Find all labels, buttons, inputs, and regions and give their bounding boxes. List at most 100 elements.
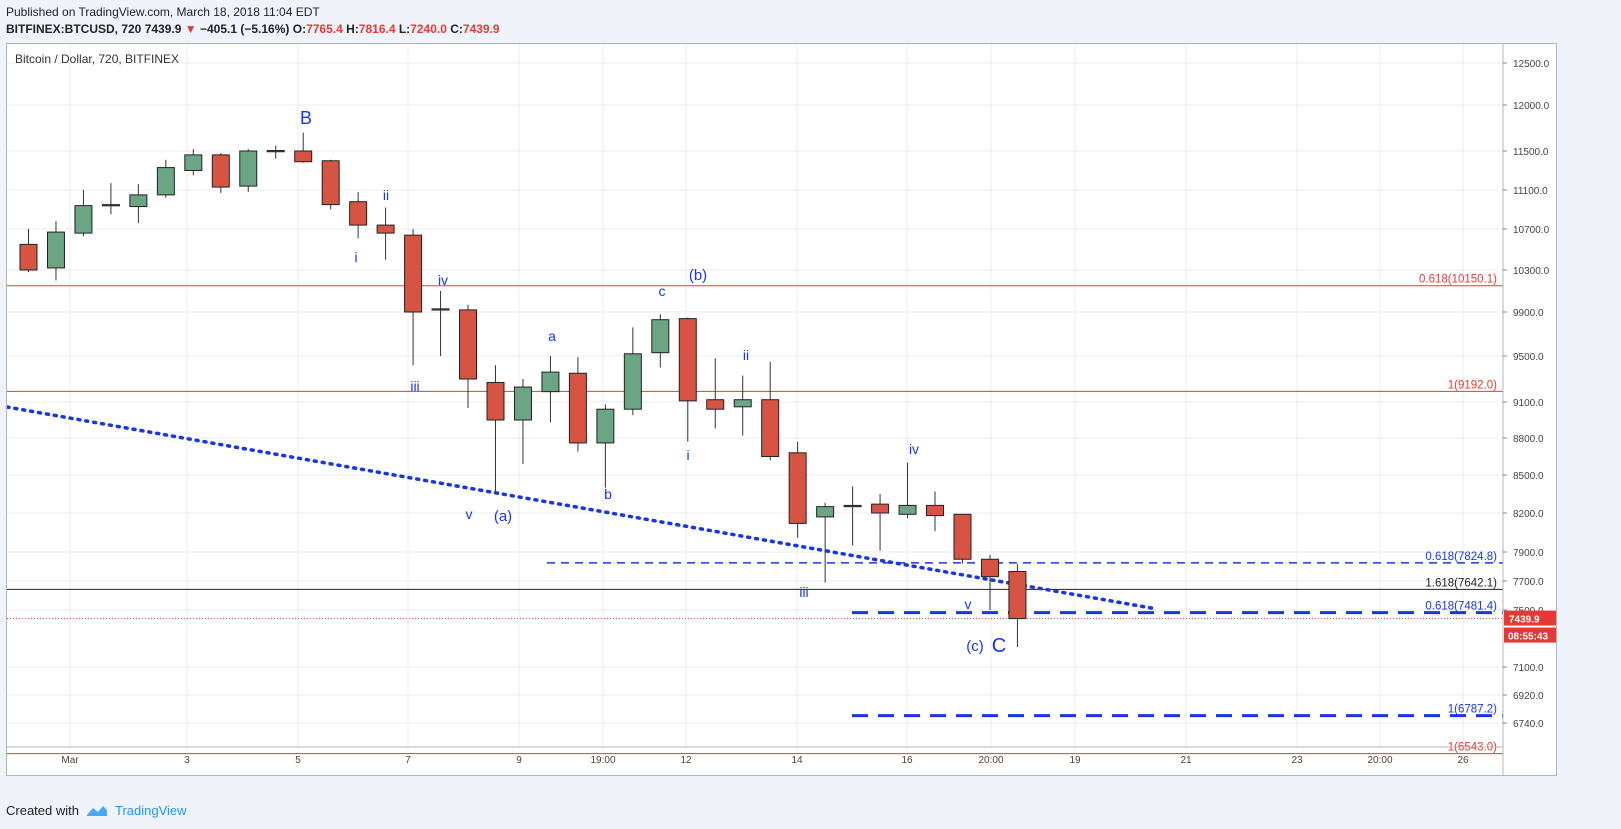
price-tick-label: 8500.0 — [1513, 471, 1544, 482]
candle-body[interactable] — [156, 167, 175, 196]
fib-level-label: 0.618(7824.8) — [1425, 551, 1497, 563]
published-note: Published on TradingView.com, March 18, … — [6, 5, 320, 19]
price-tick-label: 6920.0 — [1513, 691, 1544, 702]
time-axis: Mar 3 5 7 9 19:00 12 14 16 20:00 19 21 23 20:00 26 — [7, 746, 1503, 766]
price-tick-label: 12500.0 — [1513, 59, 1550, 70]
price-tick-label: 9100.0 — [1513, 398, 1544, 409]
wave-label: iii — [799, 584, 808, 600]
time-tick-label: 19 — [1069, 755, 1081, 766]
tradingview-link[interactable]: TradingView — [114, 803, 187, 818]
candle-body[interactable] — [74, 205, 93, 234]
low-value: 7240.0 — [410, 22, 447, 36]
time-tick-label: 16 — [901, 755, 913, 766]
candle-body[interactable] — [761, 399, 780, 458]
wave-label: (b) — [689, 267, 707, 284]
candle-body[interactable] — [239, 150, 258, 187]
candle-body[interactable] — [623, 353, 642, 410]
close-value: 7439.9 — [462, 22, 500, 36]
time-tick-label: 9 — [516, 755, 522, 766]
down-arrow-icon: ▼ — [184, 22, 197, 36]
candle-body[interactable] — [788, 452, 807, 524]
time-tick-label: 7 — [405, 755, 411, 766]
candle-body[interactable] — [871, 503, 890, 514]
candle-body[interactable] — [678, 318, 697, 402]
candle-body[interactable] — [46, 231, 65, 269]
chart-frame[interactable]: 0.618(10150.1) 1(9192.0) 0.618(7824.8) 1.61… — [5, 43, 1557, 776]
time-tick-label: 20:00 — [978, 755, 1003, 766]
last-price-tag-label: 7439.9 — [1509, 615, 1540, 626]
candle-body[interactable] — [184, 154, 203, 172]
footer: Created with TradingView — [6, 803, 187, 818]
wave-label: a — [548, 328, 556, 344]
candle-body[interactable] — [706, 399, 725, 410]
tradingview-logo-icon — [86, 805, 107, 816]
time-tick-label: 3 — [184, 755, 190, 766]
candle-body[interactable] — [431, 308, 450, 311]
time-tick-label: 20:00 — [1367, 755, 1392, 766]
last-price-tag — [1504, 610, 1556, 626]
time-tick-label: 19:00 — [590, 755, 615, 766]
candle-body[interactable] — [980, 558, 999, 578]
wave-label: iv — [438, 272, 448, 288]
wave-label: b — [604, 486, 612, 502]
candle-body[interactable] — [101, 204, 120, 207]
candles — [19, 132, 1027, 648]
candle-body[interactable] — [129, 194, 148, 208]
candle-body[interactable] — [513, 386, 532, 421]
ohlc-bar: BITFINEX:BTCUSD, 720 7439.9 ▼ −405.1 (−5… — [6, 22, 500, 36]
candle-body[interactable] — [294, 150, 313, 163]
candle-body[interactable] — [816, 506, 835, 518]
price-tick-label: 11500.0 — [1513, 147, 1549, 158]
price-tick-label: 10700.0 — [1513, 225, 1550, 236]
candle-body[interactable] — [926, 504, 945, 517]
time-tick-label: 12 — [680, 755, 692, 766]
candle-body[interactable] — [376, 224, 395, 234]
price-tick-label: 7100.0 — [1513, 663, 1544, 674]
fib-levels: 0.618(10150.1) 1(9192.0) 0.618(7824.8) 1.61… — [7, 274, 1503, 755]
wave-label: iv — [909, 441, 919, 457]
candle-body[interactable] — [651, 319, 670, 354]
candle-body[interactable] — [898, 504, 917, 515]
candle-body[interactable] — [486, 381, 505, 421]
countdown-label: 08:55:43 — [1508, 632, 1548, 643]
open-value: 7765.4 — [306, 22, 343, 36]
fib-level-label: 1.618(7642.1) — [1425, 577, 1497, 589]
price-tick-label: 10300.0 — [1513, 266, 1550, 277]
grid — [7, 44, 1503, 747]
candle-body[interactable] — [459, 309, 478, 380]
time-tick-label: 5 — [295, 755, 301, 766]
price-tick-label: 12000.0 — [1513, 101, 1550, 112]
candle-body[interactable] — [1008, 571, 1027, 620]
price-tick-label: 8200.0 — [1513, 509, 1544, 520]
time-tick-label: 14 — [791, 755, 803, 766]
candle-body[interactable] — [211, 154, 230, 188]
trendline — [5, 405, 1159, 611]
dotted-trendline — [5, 405, 1159, 611]
candle-body[interactable] — [843, 504, 862, 508]
fib-level-label: 0.618(10150.1) — [1419, 274, 1497, 286]
candle-body[interactable] — [404, 234, 423, 313]
wave-label: c — [659, 283, 666, 299]
candle-body[interactable] — [568, 372, 587, 444]
price-tick-label: 7900.0 — [1513, 548, 1544, 559]
price-chart[interactable]: 0.618(10150.1) 1(9192.0) 0.618(7824.8) 1.61… — [5, 44, 1556, 775]
high-value: 7816.4 — [358, 22, 396, 36]
candle-body[interactable] — [19, 243, 38, 271]
candle-body[interactable] — [321, 160, 340, 206]
wave-label: iii — [410, 378, 419, 394]
candle-body[interactable] — [596, 408, 615, 444]
wave-label: B — [300, 108, 312, 128]
candle-body[interactable] — [266, 150, 285, 153]
symbol[interactable]: BITFINEX:BTCUSD, 720 — [6, 22, 142, 36]
wave-label: (a) — [494, 508, 512, 525]
candle-body[interactable] — [733, 399, 752, 408]
candle-body[interactable] — [541, 371, 560, 393]
candle-body[interactable] — [953, 513, 972, 560]
wave-label: (c) — [966, 638, 984, 655]
wave-label: C — [992, 635, 1006, 657]
price-tick-label: 11100.0 — [1513, 186, 1548, 197]
wave-label: i — [354, 249, 357, 265]
wave-label: ii — [743, 347, 749, 363]
candle-body[interactable] — [349, 201, 368, 226]
fib-level-label: 1(6543.0) — [1448, 742, 1497, 754]
